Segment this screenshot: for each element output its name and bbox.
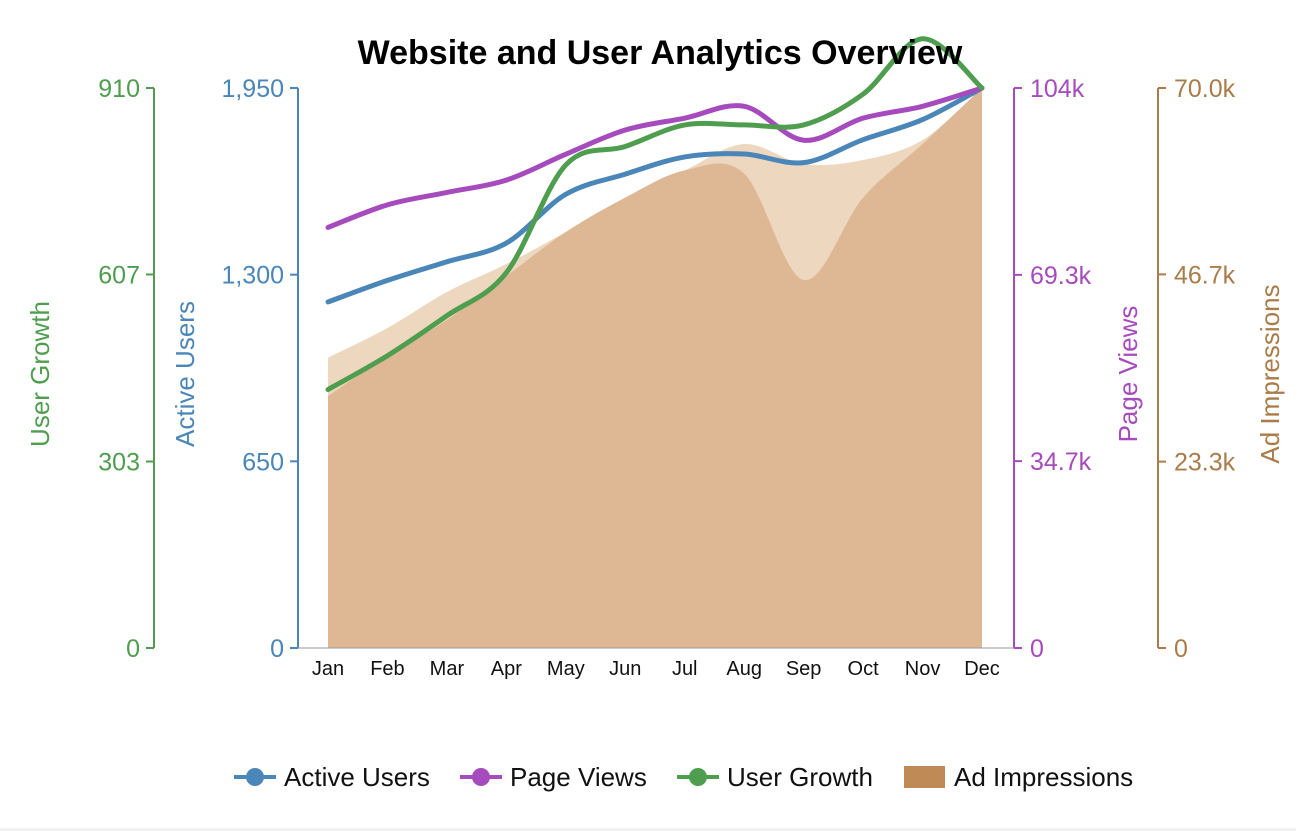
tick-label: 303 <box>98 449 140 477</box>
x-tick-label: Jan <box>312 658 344 680</box>
tick-label: 70.0k <box>1174 75 1236 103</box>
tick-label: 910 <box>98 75 140 103</box>
x-tick-label: Dec <box>964 658 1000 680</box>
tick-label: 0 <box>270 635 284 663</box>
x-axis-labels: Jan Feb Mar Apr May Jun Jul Aug Sep Oct Nov Dec <box>298 647 1014 680</box>
axes-layer: 0 303 607 910 User Growth 0 650 1,300 1,950 Activ… <box>25 75 1285 663</box>
tick-label: 46.7k <box>1174 261 1236 289</box>
axis-title: Active Users <box>170 301 200 447</box>
area-ad-impressions <box>328 88 982 648</box>
x-tick-label: Mar <box>430 658 465 680</box>
legend-item-page-views: Page Views <box>460 762 647 792</box>
axis-title: Ad Impressions <box>1255 284 1285 463</box>
axis-active-users: 0 650 1,300 1,950 Active Users <box>170 75 299 663</box>
x-tick-label: Feb <box>370 658 404 680</box>
tick-label: 607 <box>98 261 140 289</box>
tick-label: 69.3k <box>1030 262 1092 290</box>
x-tick-label: Sep <box>786 658 822 680</box>
area-layer <box>328 88 982 648</box>
legend-label: Active Users <box>284 762 430 792</box>
x-tick-label: May <box>547 658 585 680</box>
axis-user-growth: 0 303 607 910 User Growth <box>25 75 155 663</box>
tick-label: 104k <box>1030 75 1085 103</box>
x-tick-label: Aug <box>726 658 762 680</box>
tick-label: 1,300 <box>221 262 284 290</box>
axis-title: User Growth <box>25 301 55 447</box>
legend-item-ad-impressions: Ad Impressions <box>904 762 1133 792</box>
x-tick-label: Nov <box>905 658 941 680</box>
legend-item-active-users: Active Users <box>234 762 430 792</box>
tick-label: 0 <box>126 635 140 663</box>
x-tick-label: Jul <box>672 658 698 680</box>
legend-item-user-growth: User Growth <box>677 762 873 792</box>
axis-title: Page Views <box>1113 306 1143 443</box>
tick-label: 34.7k <box>1030 448 1092 476</box>
line-page-views <box>325 85 985 230</box>
legend-swatch-marker <box>472 768 490 786</box>
legend-label: Ad Impressions <box>954 762 1133 792</box>
x-tick-label: Oct <box>848 658 880 680</box>
lines-layer <box>325 36 985 393</box>
legend-swatch-marker <box>689 768 707 786</box>
line-active-users <box>325 85 985 305</box>
page-bottom-rule <box>0 828 1296 831</box>
tick-label: 23.3k <box>1174 449 1236 477</box>
line-user-growth <box>325 36 985 393</box>
legend-label: Page Views <box>510 762 647 792</box>
tick-label: 650 <box>242 448 284 476</box>
legend: Active Users Page Views User Growth Ad Impr… <box>234 762 1133 792</box>
chart-title: Website and User Analytics Overview <box>358 34 963 72</box>
x-tick-label: Jun <box>609 658 641 680</box>
tick-label: 1,950 <box>221 75 284 103</box>
x-tick-label: Apr <box>491 658 522 680</box>
legend-swatch-marker <box>246 768 264 786</box>
tick-label: 0 <box>1030 635 1044 663</box>
axis-page-views: 0 34.7k 69.3k 104k Page Views <box>1013 75 1143 663</box>
legend-label: User Growth <box>727 762 873 792</box>
legend-swatch <box>904 766 945 788</box>
tick-label: 0 <box>1174 635 1188 663</box>
axis-ad-impressions: 0 23.3k 46.7k 70.0k Ad Impressions <box>1157 75 1285 663</box>
